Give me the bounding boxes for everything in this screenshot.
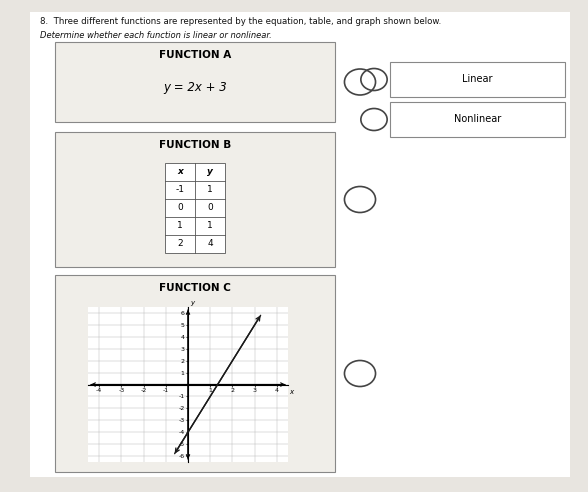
- Text: FUNCTION B: FUNCTION B: [159, 140, 231, 150]
- Text: y: y: [191, 301, 195, 307]
- Text: 8.  Three different functions are represented by the equation, table, and graph : 8. Three different functions are represe…: [40, 17, 441, 26]
- Text: -1: -1: [175, 185, 185, 194]
- Text: Determine whether each function is linear or nonlinear.: Determine whether each function is linea…: [40, 31, 272, 40]
- Text: x: x: [289, 389, 293, 395]
- Text: 1: 1: [207, 221, 213, 230]
- Text: 2: 2: [177, 239, 183, 248]
- Text: FUNCTION A: FUNCTION A: [159, 50, 231, 60]
- Text: 4: 4: [207, 239, 213, 248]
- Bar: [55, 132, 335, 267]
- Text: 0: 0: [177, 203, 183, 212]
- Text: y = 2x + 3: y = 2x + 3: [163, 81, 227, 93]
- Text: Linear: Linear: [462, 74, 493, 85]
- Bar: [390, 62, 565, 97]
- Text: x: x: [177, 167, 183, 176]
- Bar: [55, 275, 335, 472]
- Bar: [390, 102, 565, 137]
- Text: FUNCTION C: FUNCTION C: [159, 283, 231, 293]
- Text: 0: 0: [207, 203, 213, 212]
- Text: 1: 1: [177, 221, 183, 230]
- Bar: [55, 42, 335, 122]
- Text: y: y: [207, 167, 213, 176]
- Text: Nonlinear: Nonlinear: [454, 115, 501, 124]
- Text: 1: 1: [207, 185, 213, 194]
- Bar: [165, 162, 225, 252]
